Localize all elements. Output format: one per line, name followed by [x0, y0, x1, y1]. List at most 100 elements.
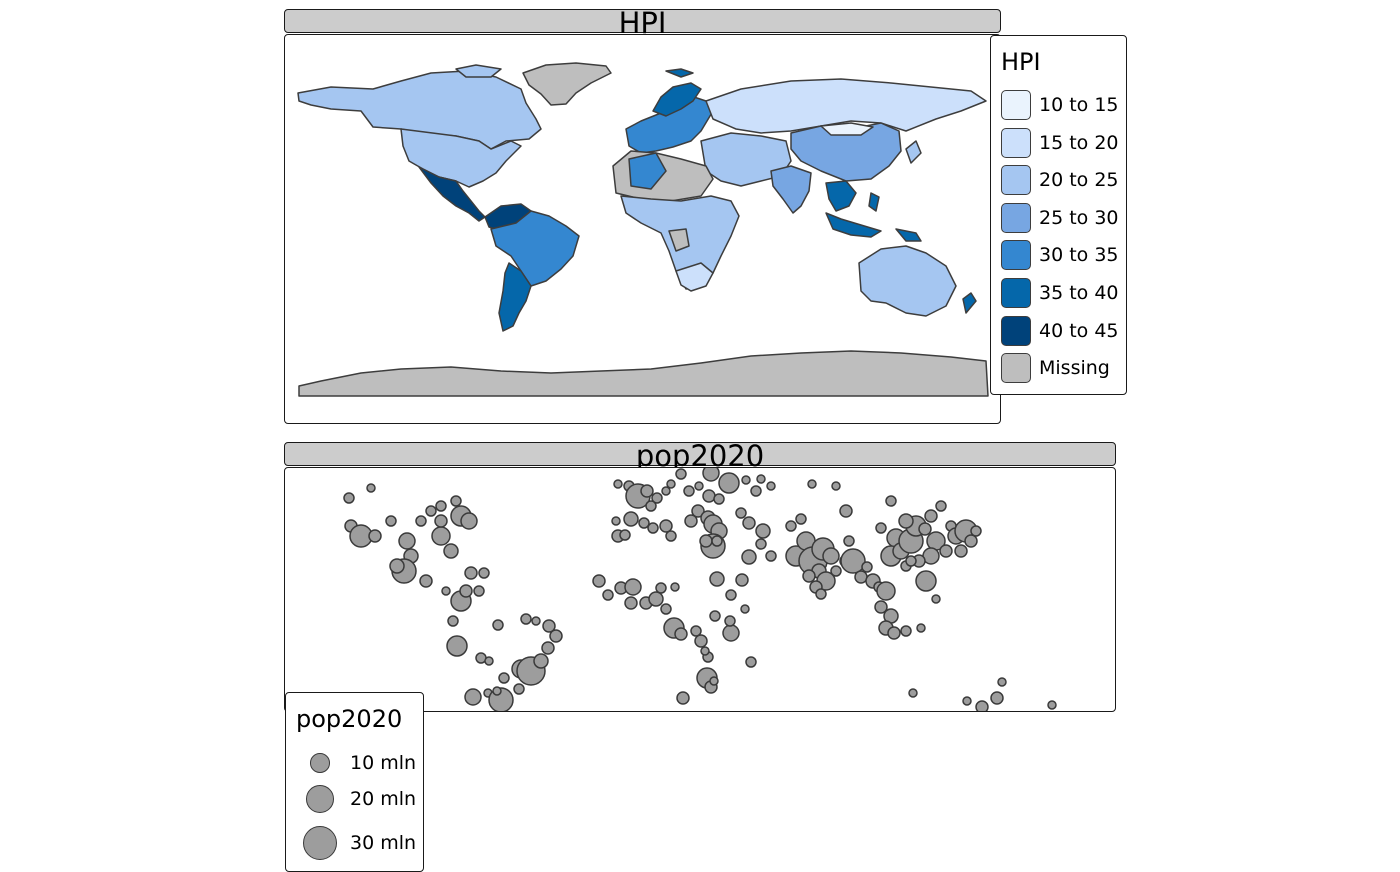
- city-bubble: [666, 479, 676, 489]
- hpi-legend-swatch: [1001, 278, 1031, 308]
- pop-legend-label: 30 mln: [350, 832, 417, 854]
- city-bubble: [885, 495, 897, 507]
- city-bubble: [802, 569, 816, 583]
- region-canada: [297, 70, 542, 150]
- city-bubble: [648, 591, 664, 607]
- city-bubble: [964, 534, 978, 548]
- hpi-panel-strip: HPI: [284, 8, 1001, 37]
- city-bubble: [724, 615, 736, 627]
- pop-legend-item: 10 mln: [300, 743, 416, 783]
- city-bubble: [484, 656, 494, 666]
- city-bubble: [898, 513, 914, 529]
- pop-panel-title: pop2020: [635, 438, 765, 473]
- city-bubble: [674, 627, 688, 641]
- city-bubble: [887, 626, 901, 640]
- city-bubble: [513, 683, 525, 695]
- city-bubble: [908, 688, 918, 698]
- city-bubble: [419, 574, 433, 588]
- city-bubble: [665, 530, 677, 542]
- city-bubble: [742, 516, 756, 530]
- region-scandinavia: [652, 82, 702, 117]
- region-arctic-islands: [455, 64, 502, 78]
- city-bubble: [343, 492, 355, 504]
- city-bubble: [441, 586, 451, 596]
- city-bubble: [713, 493, 725, 505]
- city-bubble: [861, 561, 873, 573]
- city-bubble: [602, 589, 614, 601]
- pop-legend-item: 20 mln: [300, 779, 416, 819]
- city-bubble: [718, 472, 740, 494]
- city-bubble: [745, 656, 757, 668]
- city-bubble: [385, 515, 397, 527]
- city-bubble: [709, 571, 725, 587]
- hpi-legend-label: Missing: [1039, 357, 1110, 380]
- city-bubble: [997, 677, 1007, 687]
- hpi-legend-label: 10 to 15: [1039, 94, 1119, 116]
- city-bubble: [464, 688, 482, 706]
- city-bubble: [450, 495, 462, 507]
- hpi-legend-item: 35 to 40: [1001, 276, 1119, 310]
- city-bubble: [1047, 700, 1057, 710]
- city-bubble: [366, 483, 376, 493]
- city-bubble: [447, 615, 459, 627]
- city-bubble: [624, 596, 638, 610]
- hpi-legend-swatch: [1001, 90, 1031, 120]
- city-bubble: [916, 623, 926, 633]
- city-bubble: [815, 588, 827, 600]
- pop-legend-label: 10 mln: [350, 752, 417, 774]
- city-bubble: [676, 691, 690, 705]
- hpi-legend-swatch: [1001, 127, 1031, 158]
- pop-bubble-map: [343, 468, 1057, 711]
- city-bubble: [675, 468, 687, 480]
- city-bubble: [970, 525, 982, 537]
- city-bubble: [690, 625, 702, 637]
- city-bubble: [839, 504, 853, 518]
- city-bubble: [434, 514, 448, 528]
- region-australia: [858, 245, 957, 317]
- region-southern-cone: [498, 262, 532, 332]
- city-bubble: [549, 629, 563, 643]
- pop-legend-bubble: [306, 785, 334, 813]
- city-bubble: [822, 547, 840, 565]
- region-indonesia: [825, 212, 882, 238]
- region-se-asia: [825, 180, 857, 212]
- hpi-legend-swatch: [1001, 165, 1031, 196]
- hpi-legend-item: 15 to 20: [1001, 126, 1119, 160]
- city-bubble: [702, 489, 716, 503]
- city-bubble: [735, 507, 747, 519]
- hpi-legend-swatch: [1001, 353, 1031, 384]
- city-bubble: [755, 538, 767, 550]
- region-new-guinea: [895, 228, 922, 242]
- city-bubble: [935, 500, 947, 512]
- city-bubble: [874, 600, 888, 614]
- hpi-legend-title: HPI: [1001, 48, 1041, 76]
- hpi-legend-swatch: [1001, 315, 1031, 346]
- city-bubble: [939, 544, 953, 558]
- city-bubble: [542, 619, 556, 633]
- city-bubble: [592, 574, 606, 588]
- city-bubble: [722, 624, 740, 642]
- region-japan: [905, 140, 922, 164]
- pop-map-panel: [284, 467, 1116, 712]
- city-bubble: [694, 634, 708, 648]
- hpi-legend-label: 30 to 35: [1039, 244, 1119, 267]
- city-bubble: [670, 582, 680, 592]
- pop-panel-strip: pop2020: [284, 441, 1116, 470]
- city-bubble: [831, 481, 841, 491]
- city-bubble: [660, 603, 672, 615]
- region-africa-missing: [668, 228, 690, 252]
- city-bubble: [459, 584, 473, 598]
- region-mongolia: [820, 122, 874, 136]
- city-bubble: [460, 512, 478, 530]
- city-bubble: [473, 585, 485, 597]
- city-bubble: [415, 515, 427, 527]
- city-bubble: [647, 522, 659, 534]
- city-bubble: [464, 566, 478, 580]
- city-bubble: [766, 481, 776, 491]
- city-bubble: [875, 522, 887, 534]
- hpi-legend-item: Missing: [1001, 351, 1110, 385]
- city-bubble: [683, 485, 695, 497]
- city-bubble: [640, 484, 654, 498]
- city-bubble: [756, 474, 766, 484]
- city-bubble: [611, 516, 621, 526]
